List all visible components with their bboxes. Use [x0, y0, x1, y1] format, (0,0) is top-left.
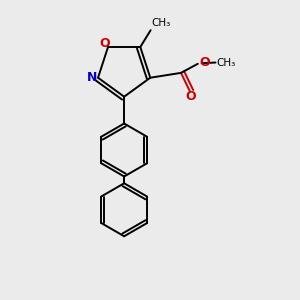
Text: CH₃: CH₃: [151, 18, 170, 28]
Text: O: O: [199, 56, 210, 69]
Text: O: O: [186, 90, 196, 103]
Text: N: N: [86, 70, 97, 84]
Text: O: O: [100, 37, 110, 50]
Text: CH₃: CH₃: [217, 58, 236, 68]
